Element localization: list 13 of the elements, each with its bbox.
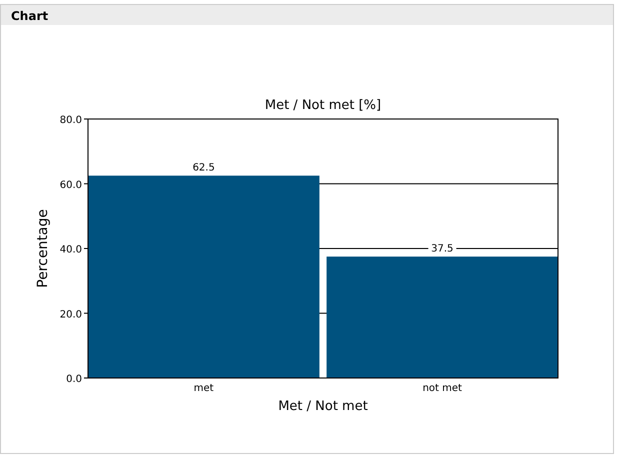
x-tick-label: met xyxy=(194,383,214,394)
chart-title: Met / Not met [%] xyxy=(264,98,382,113)
y-tick-label: 80.0 xyxy=(60,115,82,126)
text: Chart xyxy=(11,9,48,23)
y-tick-label: 60.0 xyxy=(60,180,82,191)
x-tick-label: not met xyxy=(422,383,462,394)
data-label: 62.5 xyxy=(192,162,215,174)
y-tick-label: 0.0 xyxy=(66,374,82,385)
x-axis-title: Met / Not met xyxy=(278,399,368,414)
y-tick-label: 20.0 xyxy=(60,309,82,320)
y-tick-label: 40.0 xyxy=(60,244,82,256)
data-label: 37.5 xyxy=(431,244,454,255)
y-axis-title: Percentage xyxy=(35,209,51,288)
